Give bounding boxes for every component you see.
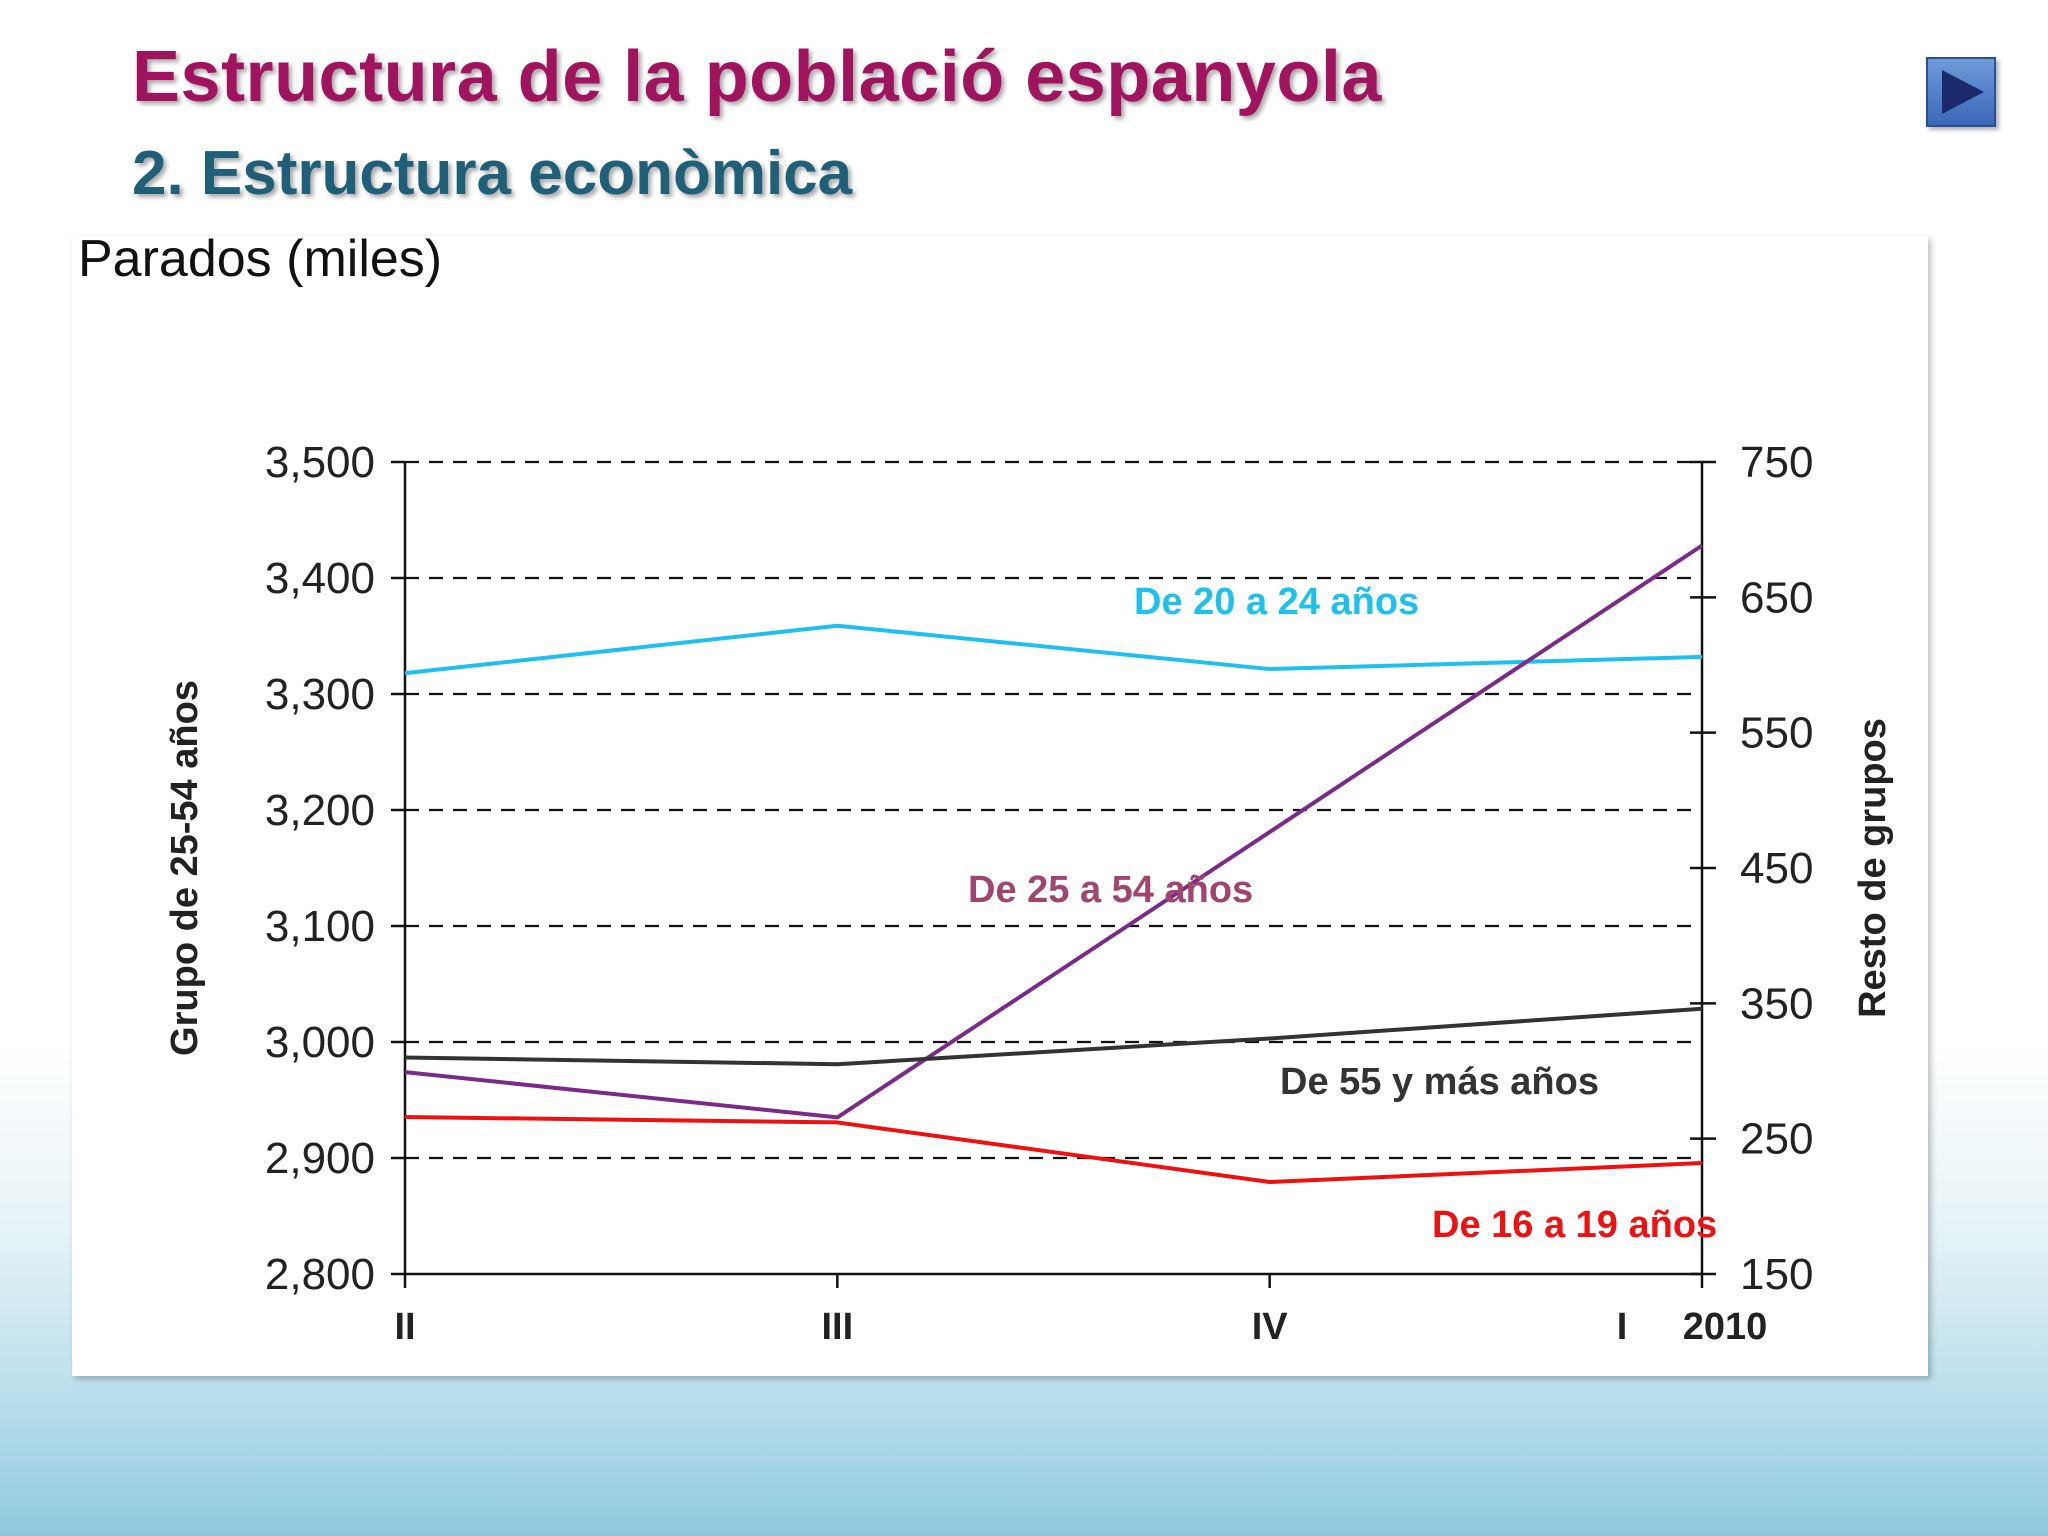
page-title: Estructura de la població espanyola (132, 37, 1382, 117)
left-axis-tick-label: 3,000 (265, 1018, 375, 1067)
next-slide-button[interactable] (1926, 57, 1996, 127)
series-label: De 16 a 19 años (1432, 1204, 1717, 1246)
left-axis-tick-label: 2,800 (265, 1250, 375, 1299)
right-axis-tick-label: 450 (1740, 844, 1813, 893)
series-line (404, 1006, 1703, 1067)
right-axis-title: Resto de grupos (1852, 718, 1894, 1018)
right-axis-tick-label: 150 (1740, 1250, 1813, 1299)
x-axis-tick-label: IV (1252, 1306, 1289, 1348)
series-label: De 55 y más años (1280, 1061, 1599, 1103)
play-icon (1942, 70, 1984, 114)
right-axis-tick-label: 250 (1740, 1115, 1813, 1164)
series-line (404, 1115, 1703, 1184)
left-axis-title: Grupo de 25-54 años (164, 680, 206, 1056)
series-line (404, 623, 1703, 676)
left-axis-tick-label: 3,100 (265, 902, 375, 951)
right-axis-tick-label: 650 (1740, 573, 1813, 622)
chart-title: Parados (miles) (78, 236, 442, 288)
series-line (404, 543, 1704, 1120)
x-axis-tick-label: II (394, 1306, 415, 1348)
left-axis-tick-label: 2,900 (265, 1134, 375, 1183)
x-axis-tick-label: III (821, 1306, 853, 1348)
unemployment-chart: Parados (miles) 2,800 2,900 3,000 3,100 3,200… (78, 236, 1894, 1348)
series-label: De 25 a 54 años (968, 869, 1253, 911)
left-axis-tick-label: 3,200 (265, 786, 375, 835)
left-axis-tick-label: 3,300 (265, 670, 375, 719)
right-axis-tick-label: 350 (1740, 979, 1813, 1028)
left-axis-tick-label: 3,500 (265, 438, 375, 487)
left-axis-tick-label: 3,400 (265, 554, 375, 603)
right-axis-tick-label: 750 (1740, 438, 1813, 487)
chart-panel: Parados (miles) 2,800 2,900 3,000 3,100 3,200… (72, 236, 1928, 1376)
right-axis-tick-label: 550 (1740, 709, 1813, 758)
x-axis-year-label: 2010 (1683, 1306, 1768, 1348)
series-label: De 20 a 24 años (1134, 581, 1419, 623)
x-axis-tick-label: I (1617, 1306, 1628, 1348)
page-subtitle: 2. Estructura econòmica (132, 139, 853, 208)
